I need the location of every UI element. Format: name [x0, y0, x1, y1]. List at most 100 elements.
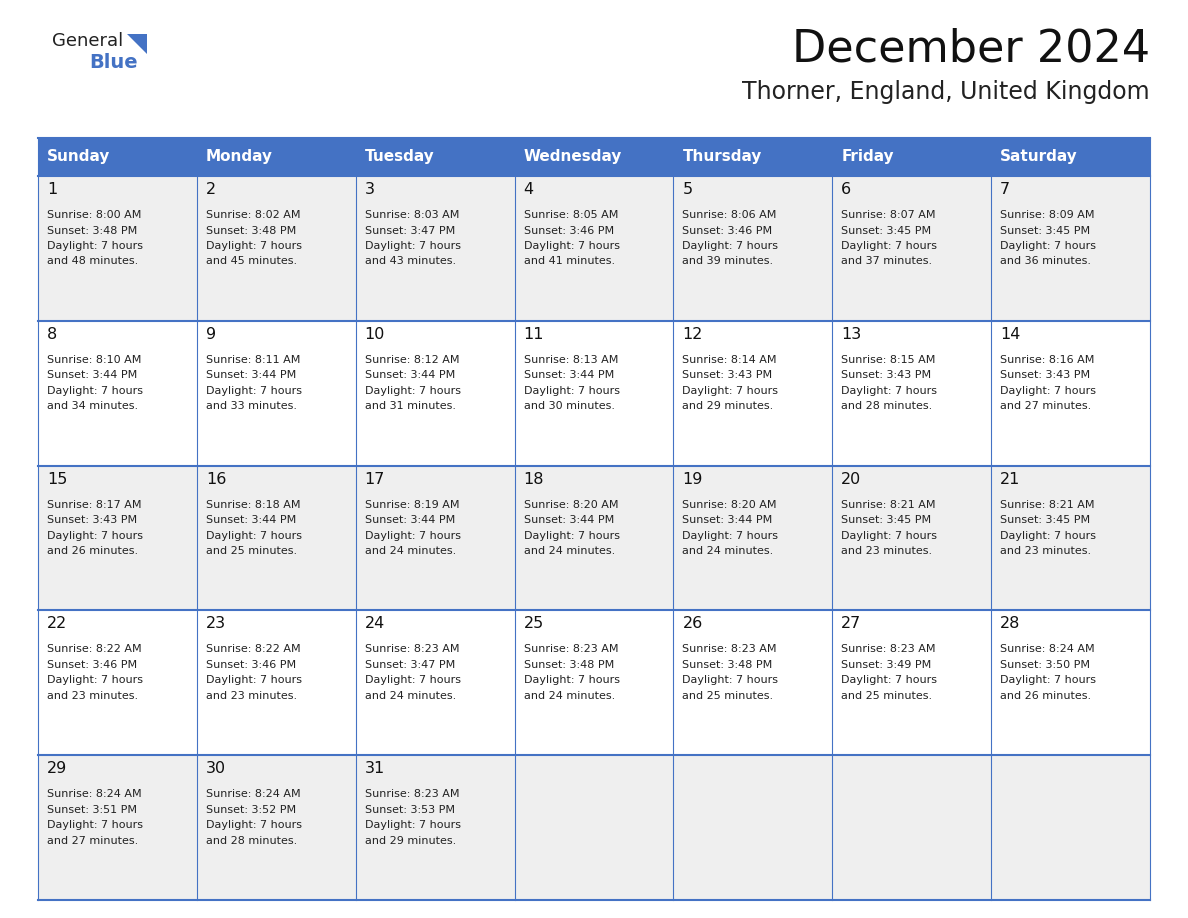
Text: 21: 21: [1000, 472, 1020, 487]
Text: Sunrise: 8:18 AM: Sunrise: 8:18 AM: [206, 499, 301, 509]
Text: Daylight: 7 hours: Daylight: 7 hours: [1000, 531, 1097, 541]
Text: and 33 minutes.: and 33 minutes.: [206, 401, 297, 411]
Text: Daylight: 7 hours: Daylight: 7 hours: [365, 241, 461, 251]
Text: 24: 24: [365, 616, 385, 632]
FancyBboxPatch shape: [514, 138, 674, 176]
Text: 9: 9: [206, 327, 216, 341]
Text: and 48 minutes.: and 48 minutes.: [48, 256, 138, 266]
Text: Sunset: 3:44 PM: Sunset: 3:44 PM: [48, 370, 138, 380]
Text: and 29 minutes.: and 29 minutes.: [365, 835, 456, 845]
Text: Friday: Friday: [841, 150, 893, 164]
Text: Sunset: 3:44 PM: Sunset: 3:44 PM: [524, 370, 614, 380]
Text: Sunset: 3:44 PM: Sunset: 3:44 PM: [524, 515, 614, 525]
Text: Daylight: 7 hours: Daylight: 7 hours: [48, 531, 143, 541]
Text: Sunset: 3:46 PM: Sunset: 3:46 PM: [682, 226, 772, 236]
Text: and 28 minutes.: and 28 minutes.: [841, 401, 933, 411]
Text: Daylight: 7 hours: Daylight: 7 hours: [1000, 241, 1097, 251]
Text: Sunset: 3:47 PM: Sunset: 3:47 PM: [365, 226, 455, 236]
Text: Daylight: 7 hours: Daylight: 7 hours: [1000, 386, 1097, 396]
Text: 5: 5: [682, 182, 693, 197]
Text: Daylight: 7 hours: Daylight: 7 hours: [524, 386, 620, 396]
Text: Daylight: 7 hours: Daylight: 7 hours: [365, 820, 461, 830]
Text: 17: 17: [365, 472, 385, 487]
Text: and 45 minutes.: and 45 minutes.: [206, 256, 297, 266]
Text: Daylight: 7 hours: Daylight: 7 hours: [682, 531, 778, 541]
Text: Sunset: 3:47 PM: Sunset: 3:47 PM: [365, 660, 455, 670]
Text: and 23 minutes.: and 23 minutes.: [1000, 546, 1092, 556]
Text: Daylight: 7 hours: Daylight: 7 hours: [841, 386, 937, 396]
Text: Daylight: 7 hours: Daylight: 7 hours: [206, 531, 302, 541]
Text: Sunset: 3:46 PM: Sunset: 3:46 PM: [524, 226, 614, 236]
Text: Daylight: 7 hours: Daylight: 7 hours: [682, 386, 778, 396]
Text: Saturday: Saturday: [1000, 150, 1078, 164]
FancyBboxPatch shape: [38, 465, 1150, 610]
Text: 31: 31: [365, 761, 385, 777]
Text: Sunrise: 8:10 AM: Sunrise: 8:10 AM: [48, 354, 141, 364]
Text: Sunrise: 8:20 AM: Sunrise: 8:20 AM: [682, 499, 777, 509]
Text: and 34 minutes.: and 34 minutes.: [48, 401, 138, 411]
Text: 18: 18: [524, 472, 544, 487]
Text: and 24 minutes.: and 24 minutes.: [365, 546, 456, 556]
Text: and 25 minutes.: and 25 minutes.: [206, 546, 297, 556]
Text: Sunset: 3:52 PM: Sunset: 3:52 PM: [206, 805, 296, 814]
Text: Sunset: 3:46 PM: Sunset: 3:46 PM: [48, 660, 137, 670]
Text: and 24 minutes.: and 24 minutes.: [524, 546, 615, 556]
Text: Sunday: Sunday: [48, 150, 110, 164]
Text: and 29 minutes.: and 29 minutes.: [682, 401, 773, 411]
Text: Sunrise: 8:23 AM: Sunrise: 8:23 AM: [682, 644, 777, 655]
Text: Sunrise: 8:03 AM: Sunrise: 8:03 AM: [365, 210, 459, 220]
Text: Sunset: 3:44 PM: Sunset: 3:44 PM: [206, 515, 296, 525]
Text: 23: 23: [206, 616, 226, 632]
Text: 16: 16: [206, 472, 226, 487]
Text: Thorner, England, United Kingdom: Thorner, England, United Kingdom: [742, 80, 1150, 104]
Text: 14: 14: [1000, 327, 1020, 341]
Text: Thursday: Thursday: [682, 150, 762, 164]
Text: Daylight: 7 hours: Daylight: 7 hours: [48, 386, 143, 396]
FancyBboxPatch shape: [674, 138, 833, 176]
Text: Daylight: 7 hours: Daylight: 7 hours: [524, 241, 620, 251]
Text: and 37 minutes.: and 37 minutes.: [841, 256, 933, 266]
Text: Sunset: 3:43 PM: Sunset: 3:43 PM: [841, 370, 931, 380]
Text: Daylight: 7 hours: Daylight: 7 hours: [365, 531, 461, 541]
Text: Sunrise: 8:14 AM: Sunrise: 8:14 AM: [682, 354, 777, 364]
Text: Sunset: 3:48 PM: Sunset: 3:48 PM: [206, 226, 296, 236]
Text: Daylight: 7 hours: Daylight: 7 hours: [48, 676, 143, 686]
Text: Daylight: 7 hours: Daylight: 7 hours: [365, 386, 461, 396]
Text: Sunrise: 8:02 AM: Sunrise: 8:02 AM: [206, 210, 301, 220]
FancyBboxPatch shape: [38, 610, 1150, 756]
Text: Daylight: 7 hours: Daylight: 7 hours: [206, 676, 302, 686]
Text: Sunset: 3:51 PM: Sunset: 3:51 PM: [48, 805, 137, 814]
Text: and 26 minutes.: and 26 minutes.: [48, 546, 138, 556]
Text: Sunset: 3:45 PM: Sunset: 3:45 PM: [841, 515, 931, 525]
Text: Sunset: 3:44 PM: Sunset: 3:44 PM: [206, 370, 296, 380]
Text: Sunset: 3:43 PM: Sunset: 3:43 PM: [48, 515, 137, 525]
Text: 22: 22: [48, 616, 68, 632]
Text: Daylight: 7 hours: Daylight: 7 hours: [365, 676, 461, 686]
Text: Sunset: 3:44 PM: Sunset: 3:44 PM: [365, 515, 455, 525]
Text: and 26 minutes.: and 26 minutes.: [1000, 691, 1092, 701]
Text: 30: 30: [206, 761, 226, 777]
Text: and 39 minutes.: and 39 minutes.: [682, 256, 773, 266]
FancyBboxPatch shape: [38, 756, 1150, 900]
Text: Daylight: 7 hours: Daylight: 7 hours: [206, 241, 302, 251]
Text: 7: 7: [1000, 182, 1010, 197]
Text: Sunrise: 8:24 AM: Sunrise: 8:24 AM: [206, 789, 301, 800]
Text: Sunrise: 8:19 AM: Sunrise: 8:19 AM: [365, 499, 460, 509]
Text: Sunrise: 8:09 AM: Sunrise: 8:09 AM: [1000, 210, 1094, 220]
Text: Sunrise: 8:23 AM: Sunrise: 8:23 AM: [365, 789, 460, 800]
Text: Sunrise: 8:06 AM: Sunrise: 8:06 AM: [682, 210, 777, 220]
Text: Sunrise: 8:12 AM: Sunrise: 8:12 AM: [365, 354, 460, 364]
Text: Sunrise: 8:20 AM: Sunrise: 8:20 AM: [524, 499, 618, 509]
Text: Sunrise: 8:16 AM: Sunrise: 8:16 AM: [1000, 354, 1094, 364]
Text: and 30 minutes.: and 30 minutes.: [524, 401, 614, 411]
FancyBboxPatch shape: [38, 320, 1150, 465]
Text: 26: 26: [682, 616, 702, 632]
Text: and 24 minutes.: and 24 minutes.: [682, 546, 773, 556]
Text: Daylight: 7 hours: Daylight: 7 hours: [48, 241, 143, 251]
Text: and 23 minutes.: and 23 minutes.: [206, 691, 297, 701]
Text: Sunset: 3:48 PM: Sunset: 3:48 PM: [48, 226, 138, 236]
Text: December 2024: December 2024: [792, 28, 1150, 71]
Text: 8: 8: [48, 327, 57, 341]
Text: Sunset: 3:46 PM: Sunset: 3:46 PM: [206, 660, 296, 670]
Text: Wednesday: Wednesday: [524, 150, 623, 164]
